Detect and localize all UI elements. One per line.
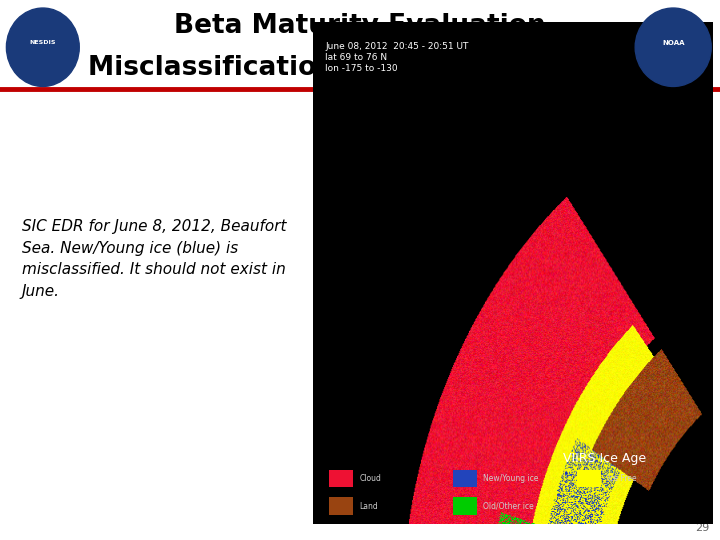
Bar <box>577 470 601 488</box>
Text: Ice Free: Ice Free <box>607 474 636 483</box>
Text: Beta Maturity Evaluation: Beta Maturity Evaluation <box>174 14 546 39</box>
Bar <box>453 470 477 488</box>
Text: Old/Other ice: Old/Other ice <box>483 502 534 511</box>
Text: 29: 29 <box>695 523 709 534</box>
Text: Land: Land <box>359 502 378 511</box>
Text: New/Young ice: New/Young ice <box>483 474 539 483</box>
Bar <box>329 497 353 515</box>
Circle shape <box>6 8 79 86</box>
Text: Cloud: Cloud <box>359 474 381 483</box>
Bar <box>329 470 353 488</box>
Text: NOAA: NOAA <box>662 40 685 46</box>
Text: NESDIS: NESDIS <box>30 40 56 45</box>
Text: Misclassification during melt season: Misclassification during melt season <box>89 55 631 81</box>
Text: VIIRS Ice Age: VIIRS Ice Age <box>563 452 647 465</box>
Circle shape <box>635 8 711 86</box>
Text: SIC EDR for June 8, 2012, Beaufort
Sea. New/Young ice (blue) is
misclassified. I: SIC EDR for June 8, 2012, Beaufort Sea. … <box>22 219 286 299</box>
Text: June 08, 2012  20:45 - 20:51 UT
lat 69 to 76 N
lon -175 to -130: June 08, 2012 20:45 - 20:51 UT lat 69 to… <box>325 42 469 73</box>
Bar <box>453 497 477 515</box>
